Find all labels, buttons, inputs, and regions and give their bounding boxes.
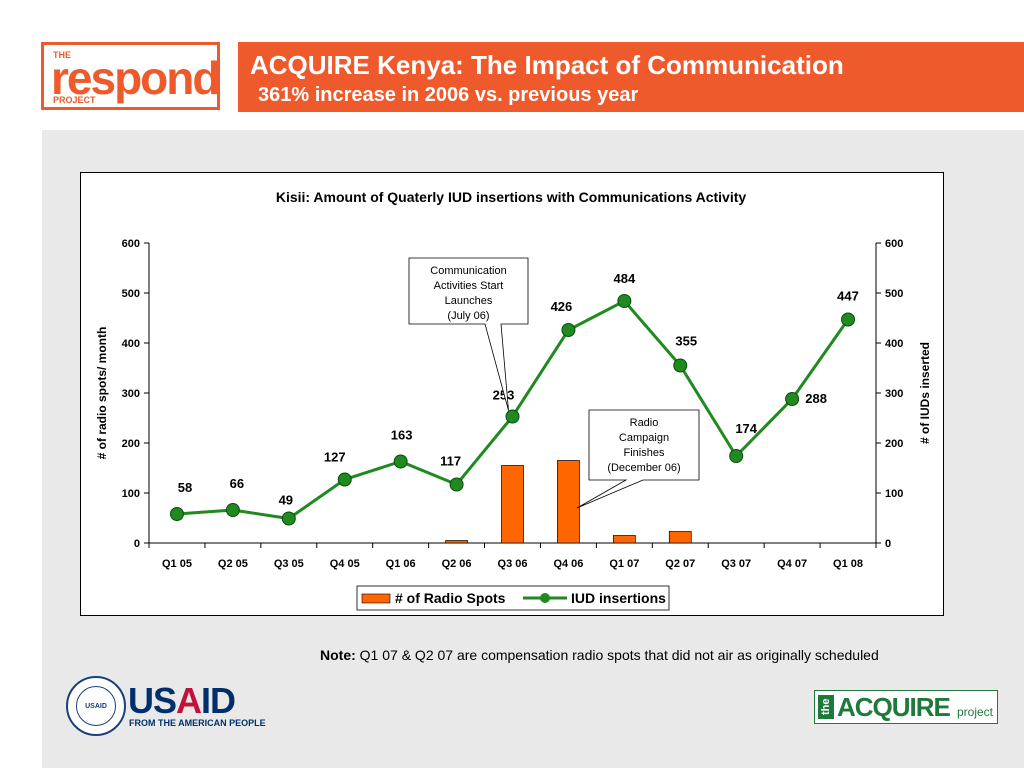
- iud-data-label: 253: [493, 388, 515, 403]
- respond-project-logo: THE respond PROJECT: [41, 42, 220, 110]
- iud-data-label: 127: [324, 450, 346, 465]
- legend-box: [356, 585, 670, 611]
- iud-insertions-point: [393, 454, 408, 469]
- x-tick-label: Q3 06: [498, 558, 528, 570]
- annotation-comm-start-text: Communication: [430, 265, 506, 277]
- left-tick-label: 500: [122, 288, 140, 300]
- left-tick-label: 200: [122, 438, 140, 450]
- iud-insertions-point: [281, 511, 296, 526]
- x-tick-label: Q2 05: [218, 558, 248, 570]
- respond-logo-word: respond: [51, 52, 220, 104]
- iud-insertions-point: [337, 472, 352, 487]
- iud-insertions-point: [561, 323, 576, 337]
- acquire-logo-project: project: [957, 705, 994, 719]
- footnote-text: Q1 07 & Q2 07 are compensation radio spo…: [355, 647, 879, 663]
- page-subtitle: 361% increase in 2006 vs. previous year: [258, 84, 639, 106]
- radio-spots-bar: [501, 465, 524, 544]
- right-tick-label: 0: [885, 538, 891, 550]
- usaid-seal-text: USAID: [76, 686, 116, 726]
- right-tick-label: 400: [885, 338, 903, 350]
- header-bar: [238, 42, 1024, 112]
- x-tick-label: Q1 08: [833, 558, 863, 570]
- acquire-project-logo: the ACQUIRE project: [814, 690, 998, 724]
- left-tick-label: 600: [122, 238, 140, 250]
- annotation-comm-start-box: [408, 257, 529, 411]
- iud-data-label: 447: [837, 289, 859, 304]
- right-tick-label: 200: [885, 438, 903, 450]
- iud-data-label: 163: [391, 428, 413, 443]
- iud-data-label: 355: [675, 334, 697, 349]
- usaid-logo-word: USAID: [128, 680, 236, 721]
- respond-logo-project: PROJECT: [53, 95, 96, 105]
- iud-insertions-point: [673, 358, 688, 373]
- radio-spots-bar: [612, 535, 636, 544]
- usaid-seal-icon: USAID: [66, 676, 126, 736]
- y-right-axis-title: # of IUDs inserted: [918, 342, 932, 444]
- annotation-comm-start-text: Activities Start: [434, 280, 504, 292]
- acquire-logo-word: ACQUIRE: [837, 692, 951, 722]
- right-tick-label: 100: [885, 488, 903, 500]
- footnote: Note: Q1 07 & Q2 07 are compensation rad…: [320, 647, 879, 663]
- radio-spots-bar: [445, 540, 468, 544]
- annotation-radio-end-text: Radio: [630, 417, 659, 429]
- right-tick-label: 300: [885, 388, 903, 400]
- iud-insertions-point: [169, 507, 184, 521]
- annotation-radio-end-box: [576, 409, 700, 509]
- y-left-axis-title: # of radio spots/ month: [95, 327, 109, 460]
- x-tick-label: Q4 05: [330, 558, 360, 570]
- iud-data-label: 288: [805, 391, 827, 406]
- iud-data-label: 58: [178, 480, 192, 495]
- legend-point-swatch: [540, 593, 550, 603]
- x-tick-label: Q3 07: [721, 558, 751, 570]
- annotation-comm-start-text: (July 06): [447, 310, 489, 322]
- iud-insertions-point: [225, 503, 240, 517]
- iud-insertions-point: [785, 392, 800, 406]
- annotation-radio-end-text: Campaign: [619, 432, 669, 444]
- iud-insertions-point: [841, 312, 856, 327]
- left-tick-label: 300: [122, 388, 140, 400]
- x-tick-label: Q2 06: [442, 558, 472, 570]
- left-tick-label: 0: [134, 538, 140, 550]
- iud-data-label: 66: [230, 476, 244, 491]
- iud-insertions-point: [505, 409, 520, 424]
- x-tick-label: Q1 06: [386, 558, 416, 570]
- radio-spots-bar: [557, 460, 580, 544]
- left-tick-label: 400: [122, 338, 140, 350]
- legend-label-radio-spots: # of Radio Spots: [395, 590, 506, 606]
- legend-bar-swatch: [361, 593, 391, 604]
- footnote-label: Note:: [320, 647, 356, 663]
- right-tick-label: 500: [885, 288, 903, 300]
- x-tick-label: Q4 06: [553, 558, 583, 570]
- right-tick-label: 600: [885, 238, 903, 250]
- x-tick-label: Q3 05: [274, 558, 304, 570]
- chart-svg: Kisii: Amount of Quaterly IUD insertions…: [95, 189, 932, 611]
- annotation-comm-start-text: Launches: [445, 295, 493, 307]
- x-tick-label: Q4 07: [777, 558, 807, 570]
- chart-container: Kisii: Amount of Quaterly IUD insertions…: [80, 172, 944, 616]
- page-title: ACQUIRE Kenya: The Impact of Communicati…: [250, 50, 844, 80]
- iud-insertions-point: [729, 449, 744, 463]
- respond-logo-the: THE: [53, 50, 71, 60]
- iud-data-label: 174: [735, 421, 757, 436]
- iud-data-label: 484: [613, 271, 635, 286]
- legend-label-iud: IUD insertions: [571, 590, 666, 606]
- iud-insertions-point: [617, 294, 632, 308]
- annotation-radio-end-text: Finishes: [624, 447, 665, 459]
- x-tick-label: Q1 05: [162, 558, 192, 570]
- iud-data-label: 426: [551, 299, 573, 314]
- chart-title: Kisii: Amount of Quaterly IUD insertions…: [276, 189, 747, 205]
- usaid-tagline: FROM THE AMERICAN PEOPLE: [129, 718, 266, 728]
- acquire-logo-the: the: [818, 695, 834, 719]
- iud-data-label: 49: [279, 493, 293, 508]
- annotation-radio-end-text: (December 06): [607, 462, 680, 474]
- iud-data-label: 117: [440, 454, 461, 469]
- x-tick-label: Q2 07: [665, 558, 695, 570]
- iud-insertions-point: [449, 477, 464, 492]
- left-tick-label: 100: [122, 488, 140, 500]
- radio-spots-bar: [668, 531, 692, 544]
- x-tick-label: Q1 07: [609, 558, 639, 570]
